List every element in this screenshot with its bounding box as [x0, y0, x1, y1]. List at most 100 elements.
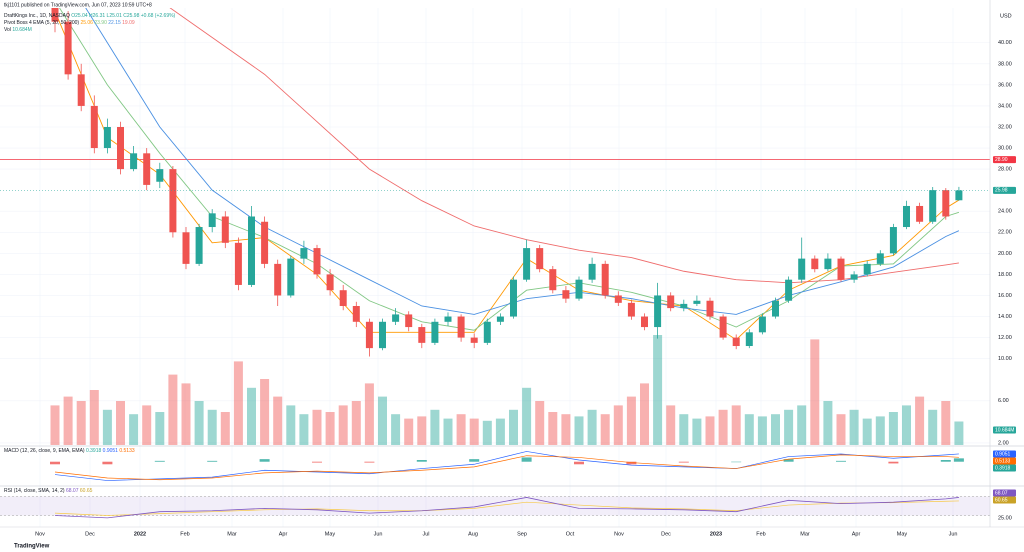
- price-badge: [993, 450, 1016, 458]
- candle-body: [837, 258, 845, 280]
- volume-bar: [954, 421, 964, 445]
- volume-bar: [50, 405, 60, 445]
- volume-bar: [941, 401, 951, 445]
- candle-body: [745, 332, 753, 347]
- volume-bar: [273, 396, 283, 445]
- legend-item: O25.04 H26.31 L25.01 C25.98 +0.68 (+2.69…: [71, 13, 175, 19]
- y-tick-label: 40.00: [998, 40, 1012, 46]
- signal-line: [54, 454, 959, 481]
- candle-body: [942, 190, 950, 217]
- volume-bar: [823, 401, 833, 445]
- y-tick-label: 2.00: [998, 440, 1009, 446]
- candle-body: [365, 321, 373, 349]
- volume-bar: [849, 409, 859, 445]
- candle-body: [627, 302, 635, 317]
- volume-bar: [784, 409, 794, 445]
- volume-bar: [233, 361, 243, 445]
- candle-body: [339, 290, 347, 307]
- candle-body: [457, 316, 465, 338]
- candle-body: [300, 248, 308, 259]
- candle-body: [248, 216, 255, 285]
- price-badge-label: 25.98: [995, 188, 1008, 194]
- volume-bar: [522, 387, 532, 445]
- x-tick-label: May: [325, 531, 336, 537]
- candle-body: [156, 169, 164, 182]
- volume-bar: [771, 414, 780, 445]
- y-tick-label: 38.00: [998, 61, 1012, 67]
- volume-bar: [351, 401, 361, 445]
- volume-bar: [194, 401, 204, 445]
- volume-bar: [207, 409, 217, 445]
- volume-bar: [325, 412, 335, 445]
- macd-histogram: [312, 461, 322, 463]
- price-badge-label: 60.65: [995, 497, 1008, 503]
- legend: RSI (14, close, SMA, 14, 2) 68.07 60.65: [4, 488, 93, 494]
- volume-bar: [76, 401, 86, 445]
- y-tick-label: 18.00: [998, 272, 1012, 278]
- y-tick-label: 14.00: [998, 314, 1012, 320]
- x-tick-label: Jun: [374, 531, 383, 537]
- legend: MACD (12, 26, close, 9, EMA, EMA) 0.3918…: [4, 448, 135, 454]
- legend-item: 25.06: [80, 20, 93, 26]
- candle-body: [483, 321, 491, 343]
- y-tick-label: 25.00: [998, 515, 1012, 521]
- legend: Vol 10.684M: [4, 27, 32, 33]
- rsi-ma-line: [54, 500, 959, 516]
- x-tick-label: 2023: [710, 531, 722, 537]
- volume-bar: [181, 383, 191, 445]
- price-badge-label: 0.3918: [995, 465, 1011, 471]
- volume-bar: [102, 409, 112, 445]
- candle-body: [64, 21, 72, 75]
- candle-body: [680, 303, 688, 309]
- candle-body: [130, 153, 138, 170]
- volume-bar: [875, 416, 885, 445]
- volume-bar: [417, 416, 427, 445]
- macd-histogram: [154, 460, 165, 462]
- volume-bar: [797, 405, 807, 445]
- volume-bar: [653, 335, 663, 445]
- candle-body: [169, 169, 177, 233]
- volume-bar: [404, 418, 414, 445]
- candle-body: [667, 295, 675, 309]
- price-badge-label: 0.9051: [995, 451, 1011, 457]
- candle-body: [785, 279, 793, 301]
- currency: USD: [1000, 13, 1012, 19]
- volume-bar: [509, 409, 518, 445]
- volume-bar: [836, 414, 846, 445]
- legend-item: Vol: [4, 27, 11, 33]
- macd-histogram: [626, 461, 637, 465]
- macd-histogram: [259, 459, 270, 462]
- volume-bar: [89, 390, 99, 445]
- macd-histogram: [836, 460, 846, 462]
- legend-item: 0.9051: [103, 448, 119, 454]
- candle-body: [889, 227, 897, 254]
- candle-body: [758, 316, 766, 333]
- publisher: tkj1101 published on TradingView.com, Ju…: [4, 2, 152, 8]
- volume-bar: [692, 418, 702, 445]
- volume-bar: [391, 414, 401, 445]
- volume-bar: [63, 396, 73, 445]
- macd-histogram: [731, 461, 742, 463]
- candle-body: [77, 74, 85, 106]
- price-badge: [993, 489, 1016, 497]
- candle-body: [863, 263, 871, 275]
- y-tick-label: 30.00: [998, 146, 1012, 152]
- candle-body: [641, 316, 648, 328]
- candle-body: [732, 337, 740, 347]
- candle-body: [772, 300, 779, 317]
- price-badge: [993, 426, 1016, 434]
- candle-body: [654, 295, 662, 328]
- volume-bar: [129, 414, 139, 445]
- volume-bar: [338, 405, 348, 445]
- y-tick-label: 24.00: [998, 209, 1012, 215]
- legend-item: 23.90: [94, 20, 107, 26]
- volume-bar: [142, 405, 152, 445]
- volume-bar: [260, 379, 270, 445]
- volume-bar: [574, 416, 584, 445]
- labels: tkj1101 published on TradingView.com, Ju…: [4, 2, 1012, 549]
- volume-bar: [928, 409, 938, 445]
- price-badge: [993, 464, 1016, 472]
- candle-body: [916, 205, 924, 222]
- rsi-line: [54, 497, 959, 519]
- candle-body: [143, 153, 151, 185]
